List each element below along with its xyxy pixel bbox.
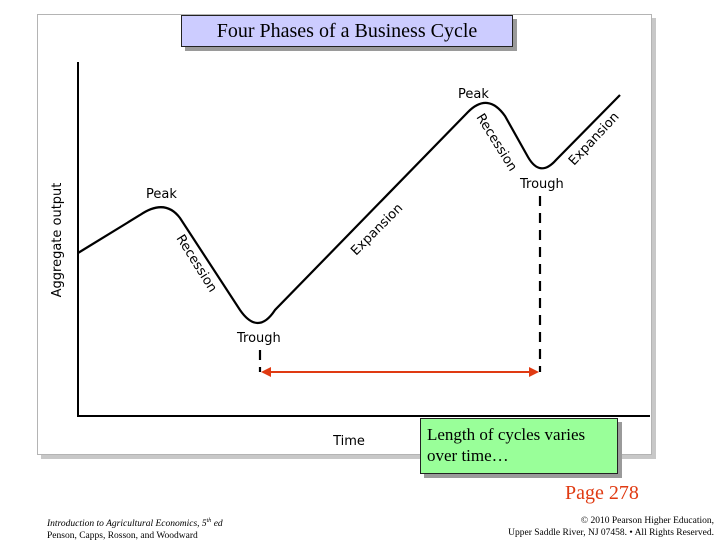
trough-1-label: Trough	[236, 331, 281, 346]
note-line-2: over time…	[427, 446, 509, 465]
note-line-1: Length of cycles varies	[427, 425, 586, 444]
expansion-1-label: Expansion	[348, 201, 406, 259]
edition-superscript: th	[206, 518, 212, 524]
peak-2-label: Peak	[458, 87, 489, 102]
footer-left-line-1: Introduction to Agricultural Economics, …	[47, 515, 223, 530]
cycle-length-arrowhead-left	[261, 367, 271, 377]
trough-2-label: Trough	[519, 177, 564, 192]
slide-title: Four Phases of a Business Cycle	[181, 15, 513, 47]
x-axis-label: Time	[332, 434, 365, 449]
footer-right-line-2: Upper Saddle River, NJ 07458. • All Righ…	[508, 528, 714, 538]
expansion-2-label: Expansion	[566, 110, 623, 169]
cycle-length-arrowhead-right	[529, 367, 539, 377]
cycle-length-note: Length of cycles varies over time…	[420, 418, 618, 474]
page-number: Page 278	[565, 482, 639, 504]
footer-authors: Penson, Capps, Rosson, and Woodward	[47, 531, 198, 542]
peak-1-label: Peak	[146, 187, 177, 202]
edition-suffix: ed	[211, 519, 223, 530]
footer-right-line-1: © 2010 Pearson Higher Education,	[580, 516, 714, 526]
book-title: Introduction to Agricultural Economics, …	[47, 519, 207, 530]
business-cycle-curve	[77, 94, 621, 325]
recession-2-label: Recession	[473, 111, 520, 174]
y-axis-label: Aggregate output	[50, 183, 65, 298]
slide-frame	[37, 14, 652, 455]
footer-book-citation: Introduction to Agricultural Economics, …	[47, 515, 223, 542]
footer-copyright: © 2010 Pearson Higher Education, Upper S…	[508, 515, 714, 539]
